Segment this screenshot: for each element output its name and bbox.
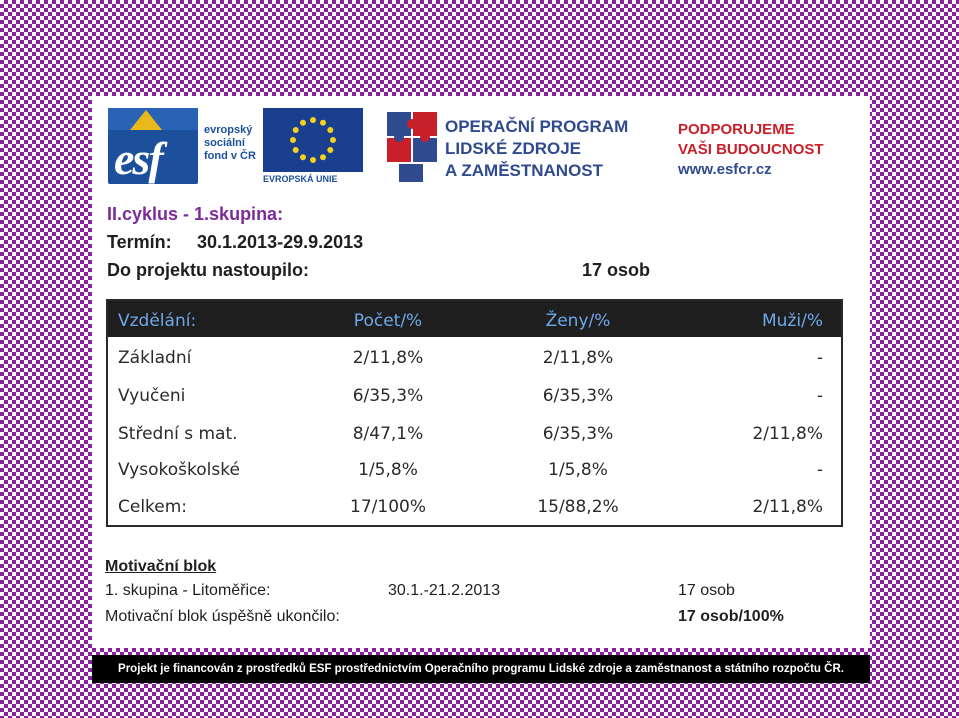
table-cell: 1/5,8%	[548, 460, 608, 480]
eu-caption: EVROPSKÁ UNIE	[263, 174, 338, 184]
web-link[interactable]: www.esfcr.cz	[678, 161, 772, 178]
table-cell: 6/35,3%	[352, 386, 424, 406]
esf-caption-line: fond v ČR	[204, 150, 256, 162]
table-header-cell: Ženy/%	[545, 311, 611, 331]
joined-value: 17 osob	[582, 260, 651, 280]
table-cell: 6/35,3%	[542, 386, 614, 406]
motivation-group-count: 17 osob	[678, 582, 735, 599]
table-header-cell: Muži/%	[762, 311, 823, 331]
table-row: Vysokoškolské 1/5,8% 1/5,8% -	[108, 451, 841, 487]
esf-caption-line: sociální	[204, 137, 245, 149]
table-header-cell: Počet/%	[353, 311, 423, 331]
cycle-title: II.cyklus - 1.skupina:	[107, 204, 284, 224]
table-row-total: Celkem: 17/100% 15/88,2% 2/11,8%	[108, 488, 841, 524]
table-cell: 2/11,8%	[752, 497, 823, 517]
table-cell: -	[816, 386, 823, 406]
esf-arrow-icon	[130, 110, 162, 130]
slide: esf evropský sociální fond v ČR EVROPSK	[92, 96, 870, 648]
table-cell: 17/100%	[350, 497, 426, 517]
op-title-line: OPERAČNÍ PROGRAM	[445, 117, 629, 136]
table-row: Střední s mat. 8/47,1% 6/35,3% 2/11,8%	[108, 415, 841, 451]
support-line: VAŠI BUDOUCNOST	[678, 141, 824, 158]
table-cell: 1/5,8%	[358, 460, 418, 480]
table-row: Vyučeni 6/35,3% 6/35,3% -	[108, 377, 841, 413]
table-header-row: Vzdělání: Počet/% Ženy/% Muži/%	[108, 301, 841, 337]
puzzle-icon	[387, 112, 437, 182]
term-label: Termín:	[107, 232, 172, 252]
support-line: PODPORUJEME	[678, 121, 795, 138]
table-cell: Vyučeni	[118, 386, 186, 406]
table-row: Základní 2/11,8% 2/11,8% -	[108, 339, 841, 375]
motivation-completed-value: 17 osob/100%	[678, 608, 784, 625]
op-logo: OPERAČNÍ PROGRAM LIDSKÉ ZDROJE A ZAMĚSTN…	[383, 106, 643, 188]
footer-banner: Projekt je financován z prostředků ESF p…	[92, 655, 870, 683]
eu-flag-icon	[263, 108, 363, 172]
table-cell: -	[816, 348, 823, 368]
op-title-line: A ZAMĚSTNANOST	[445, 161, 604, 180]
table-cell: Střední s mat.	[118, 424, 238, 444]
table-cell: 6/35,3%	[542, 424, 614, 444]
table-cell: 2/11,8%	[542, 348, 614, 368]
table-cell: -	[816, 460, 823, 480]
term-row: Termín: 30.1.2013-29.9.2013	[107, 232, 363, 253]
motivation-title: Motivační blok	[105, 558, 217, 575]
op-title: OPERAČNÍ PROGRAM LIDSKÉ ZDROJE A ZAMĚSTN…	[445, 116, 628, 182]
op-title-line: LIDSKÉ ZDROJE	[445, 139, 582, 158]
esf-logo: esf evropský sociální fond v ČR	[108, 106, 278, 188]
esf-wordmark: esf	[114, 133, 164, 184]
logo-bar: esf evropský sociální fond v ČR EVROPSK	[108, 106, 838, 188]
table-header-cell: Vzdělání:	[118, 311, 197, 331]
education-table: Vzdělání: Počet/% Ženy/% Muži/% Základní…	[106, 299, 843, 527]
esf-caption-line: evropský	[204, 124, 253, 136]
term-value: 30.1.2013-29.9.2013	[197, 232, 364, 252]
esf-caption: evropský sociální fond v ČR	[204, 124, 256, 163]
table-cell: 2/11,8%	[752, 424, 823, 444]
table-cell: 8/47,1%	[352, 424, 424, 444]
table-cell: 2/11,8%	[352, 348, 424, 368]
motivation-group-label: 1. skupina - Litoměřice:	[105, 582, 271, 599]
motivation-completed-label: Motivační blok úspěšně ukončilo:	[105, 608, 340, 625]
joined-label: Do projektu nastoupilo:	[107, 260, 309, 280]
motivation-group-dates: 30.1.-21.2.2013	[388, 582, 501, 599]
table-cell: Celkem:	[118, 497, 188, 517]
table-cell: Základní	[118, 348, 192, 368]
table-cell: 15/88,2%	[537, 497, 619, 517]
eu-logo: EVROPSKÁ UNIE	[263, 106, 368, 188]
table-cell: Vysokoškolské	[118, 460, 240, 480]
support-slogan: PODPORUJEME VAŠI BUDOUCNOST www.esfcr.cz	[678, 120, 824, 180]
